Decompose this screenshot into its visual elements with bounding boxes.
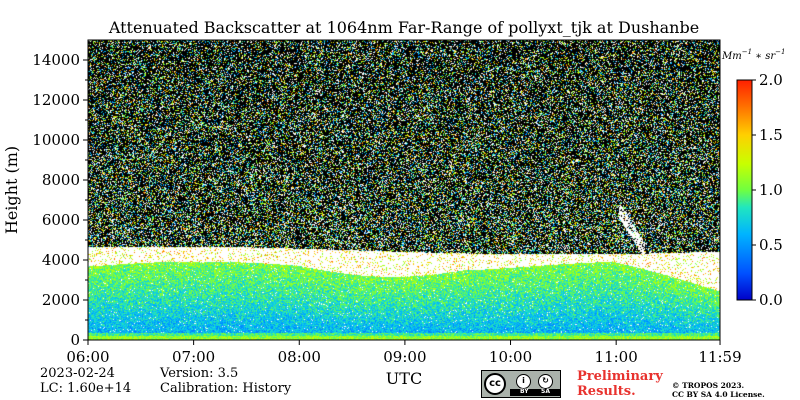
y-tick-label: 2000	[42, 291, 80, 309]
x-tick-label: 11:59	[698, 348, 741, 366]
y-tick-label: 10000	[32, 131, 80, 149]
colorbar-tick-label: 1.0	[759, 181, 783, 199]
chart-title: Attenuated Backscatter at 1064nm Far-Ran…	[108, 18, 699, 37]
cc-license-badge: cc i ↻ BY SA	[481, 370, 561, 398]
x-tick-label: 10:00	[489, 348, 532, 366]
y-tick-label: 12000	[32, 91, 80, 109]
x-tick-label: 07:00	[172, 348, 215, 366]
copyright-line-1: © TROPOS 2023.	[672, 381, 745, 390]
preliminary-line-1: Preliminary	[577, 369, 663, 384]
colorbar-tick-label: 0.0	[759, 291, 783, 309]
lc-text: LC: 1.60e+14	[40, 381, 132, 396]
share-alike-icon: ↻	[538, 374, 553, 389]
date-text: 2023-02-24	[40, 366, 115, 381]
x-axis-label: UTC	[386, 369, 422, 388]
colorbar: 0.0 0.5 1.0 1.5 2.0 Mm−1 ∗ sr−1	[721, 48, 785, 309]
x-tick-label: 09:00	[383, 348, 426, 366]
y-tick-label: 6000	[42, 211, 80, 229]
colorbar-label: Mm−1 ∗ sr−1	[721, 48, 785, 62]
y-tick-label: 8000	[42, 171, 80, 189]
x-tick-label: 06:00	[66, 348, 109, 366]
heatmap-image	[88, 40, 720, 340]
plot-frame	[87, 39, 721, 341]
preliminary-line-2: Results.	[577, 384, 636, 399]
x-tick-label: 08:00	[278, 348, 321, 366]
x-axis: 06:00 07:00 08:00 09:00 10:00 11:00 11:59	[66, 340, 742, 366]
x-tick-label: 11:00	[595, 348, 638, 366]
y-tick-label: 14000	[32, 51, 80, 69]
y-axis-label: Height (m)	[2, 146, 21, 234]
copyright-line-2: CC BY SA 4.0 License.	[672, 390, 765, 399]
sa-label: SA	[541, 388, 550, 395]
version-text: Version: 3.5	[160, 366, 239, 381]
cc-logo-icon: cc	[484, 373, 506, 395]
colorbar-tick-label: 0.5	[759, 236, 783, 254]
y-axis: 0 2000 4000 6000 8000 10000 12000 14000	[32, 51, 88, 349]
preliminary-notice: Preliminary Results.	[577, 369, 663, 399]
y-tick-label: 0	[70, 331, 80, 349]
colorbar-tick-label: 1.5	[759, 126, 783, 144]
plot-area	[87, 39, 721, 341]
copyright-notice: © TROPOS 2023. CC BY SA 4.0 License.	[672, 381, 765, 399]
colorbar-gradient	[736, 79, 753, 301]
attribution-person-icon: i	[516, 374, 531, 389]
colorbar-tick-label: 2.0	[759, 71, 783, 89]
calibration-text: Calibration: History	[160, 381, 292, 396]
y-tick-label: 4000	[42, 251, 80, 269]
license-bar: BY SA	[510, 388, 560, 396]
by-label: BY	[520, 388, 529, 395]
